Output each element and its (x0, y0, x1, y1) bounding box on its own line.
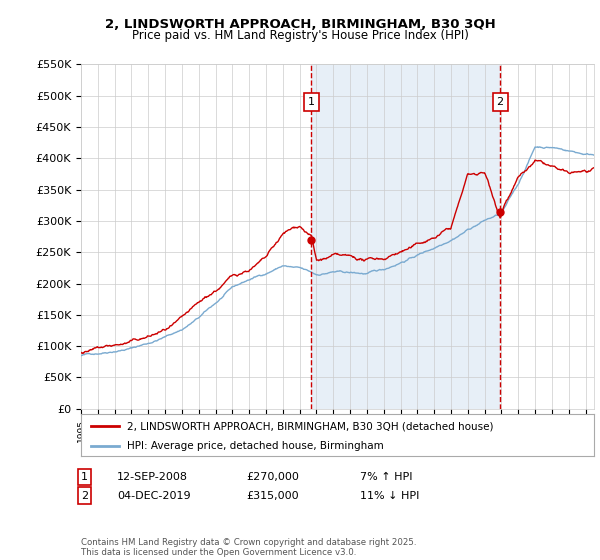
Text: Price paid vs. HM Land Registry's House Price Index (HPI): Price paid vs. HM Land Registry's House … (131, 29, 469, 42)
Text: 7% ↑ HPI: 7% ↑ HPI (360, 472, 413, 482)
Text: 1: 1 (308, 97, 315, 107)
Text: 11% ↓ HPI: 11% ↓ HPI (360, 491, 419, 501)
Text: Contains HM Land Registry data © Crown copyright and database right 2025.
This d: Contains HM Land Registry data © Crown c… (81, 538, 416, 557)
Text: £315,000: £315,000 (246, 491, 299, 501)
Text: 12-SEP-2008: 12-SEP-2008 (117, 472, 188, 482)
Text: 2: 2 (81, 491, 88, 501)
Text: 2: 2 (497, 97, 504, 107)
Text: 2, LINDSWORTH APPROACH, BIRMINGHAM, B30 3QH (detached house): 2, LINDSWORTH APPROACH, BIRMINGHAM, B30 … (127, 421, 494, 431)
Bar (311, 64, 500, 409)
Text: 1: 1 (81, 472, 88, 482)
Text: 04-DEC-2019: 04-DEC-2019 (117, 491, 191, 501)
Text: 2, LINDSWORTH APPROACH, BIRMINGHAM, B30 3QH: 2, LINDSWORTH APPROACH, BIRMINGHAM, B30 … (104, 18, 496, 31)
Text: HPI: Average price, detached house, Birmingham: HPI: Average price, detached house, Birm… (127, 441, 384, 451)
Text: £270,000: £270,000 (246, 472, 299, 482)
